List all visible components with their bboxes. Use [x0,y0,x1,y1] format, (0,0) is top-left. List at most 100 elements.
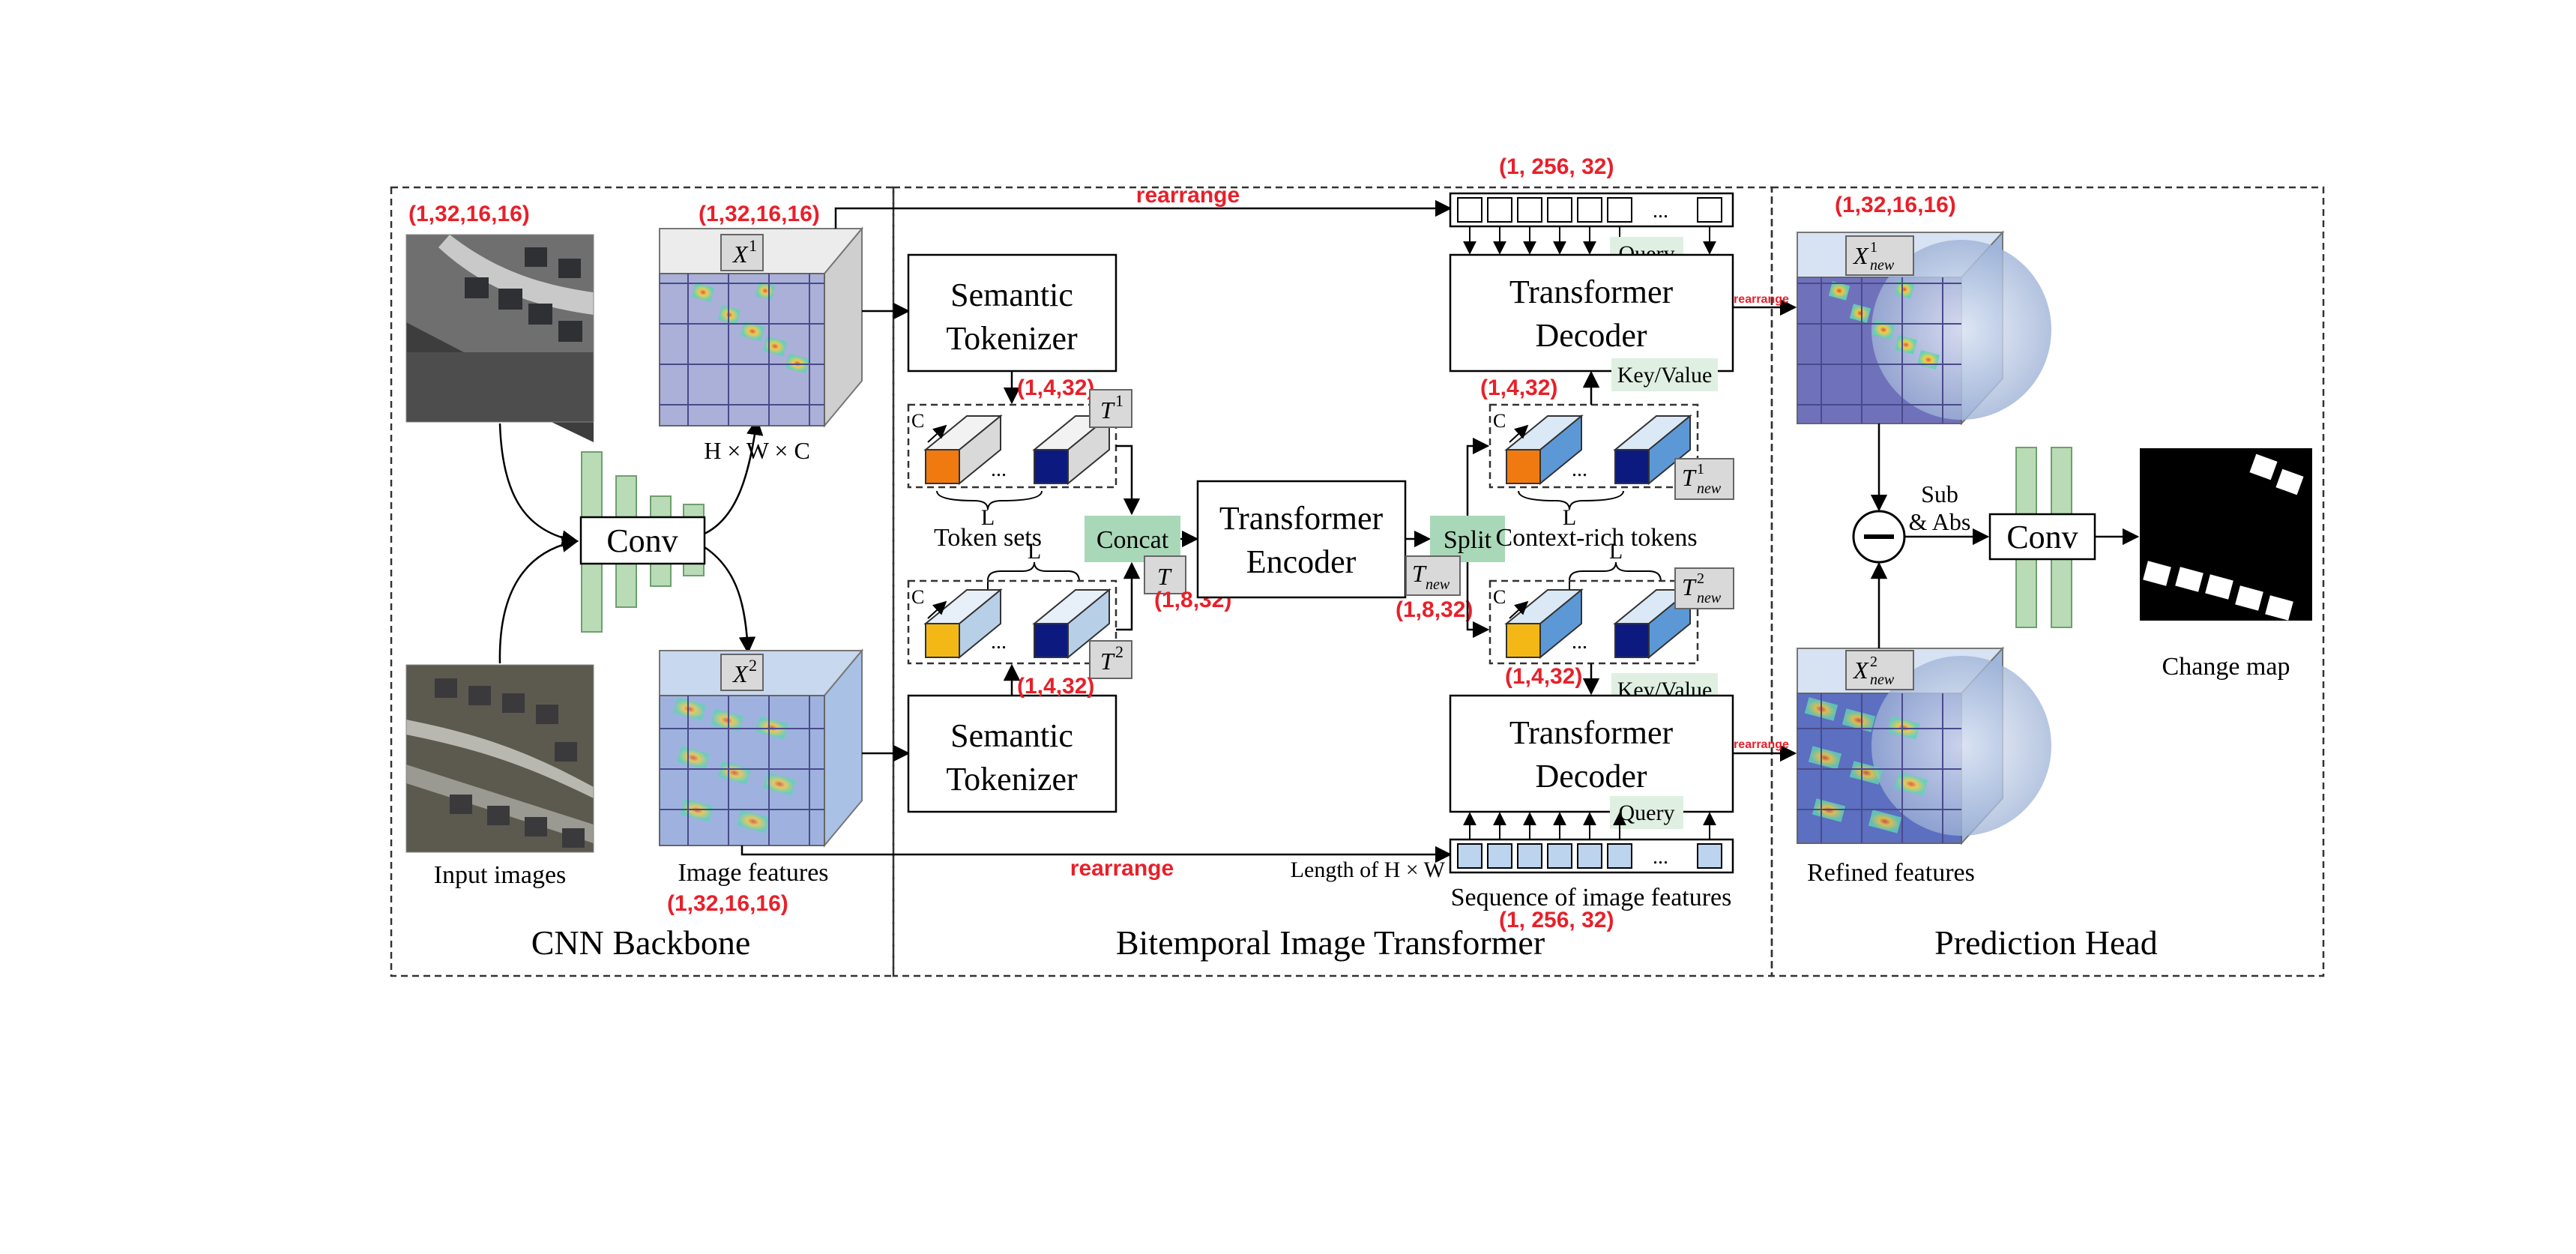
dim-input: (1,32,16,16) [408,202,530,226]
sub-abs-line1: Sub [1921,480,1958,507]
svg-text:1: 1 [1697,461,1704,477]
query-label-2: Query [1619,801,1675,825]
hwc-label: H × W × C [704,437,810,464]
svg-text:C: C [911,586,924,608]
svg-text:new: new [1697,480,1722,497]
conv-box [579,516,706,565]
svg-text:T: T [1100,648,1115,675]
rearrange-top: rearrange [1136,183,1240,208]
dim-token2: (1,4,32) [1017,674,1094,699]
rearrange-head-2: rearrange [1734,738,1789,751]
length-hw-label: Length of H × W [1291,857,1446,882]
svg-text:T: T [1157,563,1172,590]
svg-text:X: X [1852,242,1869,269]
svg-text:2: 2 [749,656,757,675]
token-navy-new-1 [1614,449,1650,484]
dim-x1: (1,32,16,16) [699,202,820,226]
transformer-encoder-line2: Encoder [1246,543,1357,580]
prediction-head-frame [1770,186,2325,977]
svg-text:C: C [1493,410,1506,432]
concat-box [1085,516,1180,562]
context-token-set-1: ... C T 1 new L [1488,403,1734,530]
svg-text:X: X [732,241,749,268]
svg-text:...: ... [1572,630,1587,654]
dim-split: (1,8,32) [1396,597,1473,622]
dim-new2: (1,4,32) [1505,664,1582,689]
dim-refined: (1,32,16,16) [1835,193,1956,217]
semantic-tokenizer-2 [907,694,1117,813]
change-map-label: Change map [2162,653,2290,681]
svg-text:...: ... [1572,458,1587,481]
split-box [1430,516,1505,562]
svg-text:...: ... [991,630,1007,654]
token-gold-2 [925,623,960,658]
sequence-label: Sequence of image features [1451,884,1732,911]
svg-text:new: new [1870,257,1895,274]
section-title-bit: Bitemporal Image Transformer [1116,923,1545,962]
sequence-bottom: ... [1449,838,1734,874]
transformer-decoder-2 [1449,694,1734,813]
transformer-decoder-1-line2: Decoder [1535,317,1647,354]
svg-text:T: T [1412,560,1427,587]
svg-text:T: T [1682,573,1697,600]
token-orange-new-1 [1506,449,1541,484]
token-set-1: ... C T 1 L [907,389,1132,530]
concat-label: Concat [1097,526,1169,554]
svg-text:L: L [1609,539,1623,564]
semantic-tokenizer-2-line1: Semantic [950,717,1073,754]
rearrange-bottom: rearrange [1070,856,1174,881]
refined-cube-1: X 1 new [1797,230,2051,426]
svg-text:C: C [911,410,924,432]
transformer-decoder-2-line1: Transformer [1509,714,1674,751]
semantic-tokenizer-1 [907,253,1117,373]
svg-text:L: L [1028,539,1041,564]
refined-features-label: Refined features [1807,859,1975,887]
svg-text:X: X [732,660,749,687]
section-title-head: Prediction Head [1934,923,2158,962]
context-rich-label: Context-rich tokens [1495,524,1697,552]
svg-text:...: ... [1653,199,1668,223]
svg-text:1: 1 [1115,391,1123,410]
token-navy-1 [1034,449,1069,484]
semantic-tokenizer-1-line2: Tokenizer [946,320,1078,357]
transformer-encoder-line1: Transformer [1219,500,1384,537]
section-frames [390,186,2325,977]
feature-cube-x1: X 1 [659,226,864,428]
svg-text:new: new [1870,672,1895,688]
svg-text:L: L [981,505,995,530]
dim-new1: (1,4,32) [1480,376,1557,400]
semantic-tokenizer-2-line2: Tokenizer [946,761,1078,798]
conv-head-label: Conv [2006,519,2078,555]
sub-abs-line2: & Abs [1909,508,1971,535]
svg-text:2: 2 [1870,654,1877,670]
image-features-label: Image features [678,859,828,887]
svg-text:new: new [1697,590,1722,606]
transformer-decoder-1-line1: Transformer [1509,274,1674,310]
svg-text:T: T [1100,397,1115,423]
token-orange-1 [925,449,960,484]
semantic-tokenizer-1-line1: Semantic [950,277,1073,313]
change-map-image [2140,448,2312,621]
dim-x2: (1,32,16,16) [667,891,788,916]
transformer-decoder-1 [1449,253,1734,373]
section-title-cnn: CNN Backbone [531,923,751,962]
token-navy-2 [1034,623,1069,658]
svg-text:1: 1 [1870,239,1877,256]
cnn-backbone-frame [390,186,895,977]
transformer-encoder [1196,480,1407,599]
svg-text:2: 2 [1115,642,1123,661]
svg-text:X: X [1852,657,1869,684]
input-images-label: Input images [434,861,567,889]
token-gold-new-2 [1506,623,1541,658]
svg-text:T: T [1682,464,1697,491]
svg-text:...: ... [991,458,1007,481]
token-set-2: L ... C T 2 [907,539,1132,679]
svg-text:2: 2 [1697,570,1704,587]
input-image-1 [405,234,594,442]
key-value-label-1: Key/Value [1617,363,1713,388]
token-navy-new-2 [1614,623,1650,658]
subtract-icon [1852,510,1906,564]
token-sets-label: Token sets [934,524,1042,552]
dim-seq-top: (1, 256, 32) [1499,154,1614,179]
